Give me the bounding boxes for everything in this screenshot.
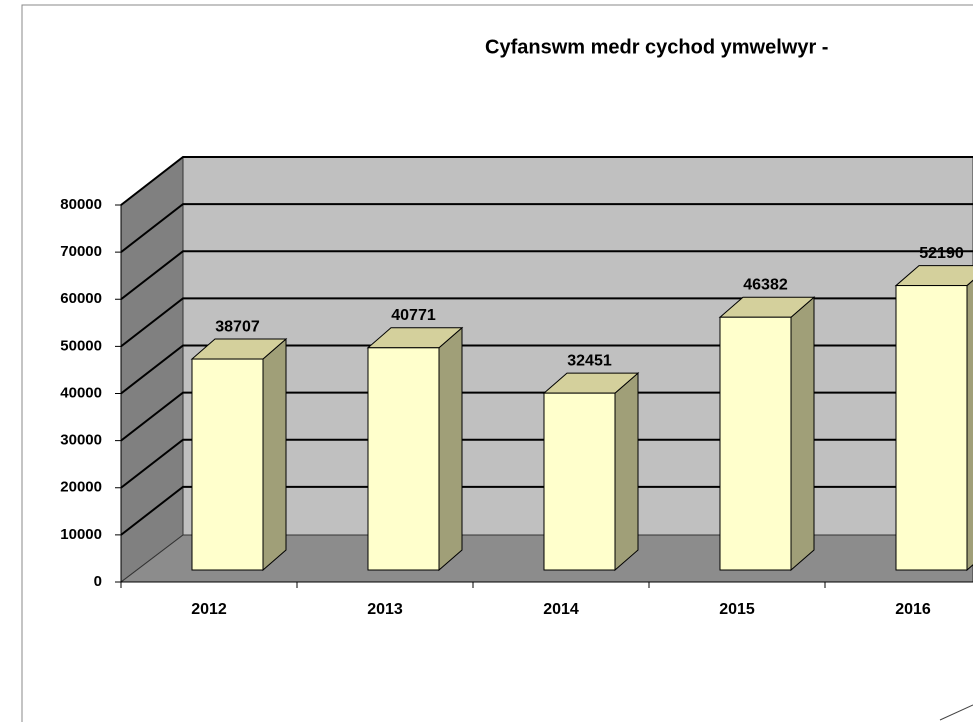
y-tick-label: 60000: [60, 290, 102, 307]
y-tick-label: 20000: [60, 479, 102, 496]
grid-line: [120, 297, 973, 348]
bar-side: [790, 296, 815, 572]
grid-line: [120, 250, 973, 301]
bar-side: [262, 337, 287, 572]
grid-line: [120, 438, 973, 489]
y-tick-label: 0: [94, 573, 102, 590]
bar-side: [966, 279, 973, 572]
grid-line: [120, 485, 973, 536]
y-tick-label: 30000: [60, 432, 102, 449]
x-tick-label: 2013: [367, 601, 403, 618]
x-tick-label: 2016: [895, 601, 931, 618]
bar-side: [438, 326, 463, 572]
y-tick-label: 40000: [60, 384, 102, 401]
y-tick-label: 70000: [60, 243, 102, 260]
data-label: 38707: [215, 318, 260, 335]
data-label: 32451: [567, 352, 612, 369]
bar: [543, 392, 616, 571]
bar: [367, 347, 440, 571]
data-label: 52190: [919, 245, 964, 262]
y-tick-label: 10000: [60, 526, 102, 543]
bar: [191, 358, 264, 571]
y-tick-label: 80000: [60, 196, 102, 213]
grid-line: [120, 203, 973, 253]
x-tick-label: 2015: [719, 601, 755, 618]
y-tick-label: 50000: [60, 337, 102, 354]
grid-line: [120, 391, 973, 442]
data-label: 40771: [391, 307, 436, 324]
bar-side: [614, 372, 639, 572]
x-tick-label: 2014: [543, 601, 579, 618]
decor-line: [939, 704, 973, 721]
grid-line: [120, 344, 973, 395]
x-tick-label: 2012: [191, 601, 227, 618]
bar: [719, 316, 792, 571]
bar: [895, 285, 968, 571]
data-label: 46382: [743, 276, 788, 293]
chart-title: Cyfanswm medr cychod ymwelwyr -: [485, 36, 828, 58]
grid-line: [120, 156, 973, 206]
